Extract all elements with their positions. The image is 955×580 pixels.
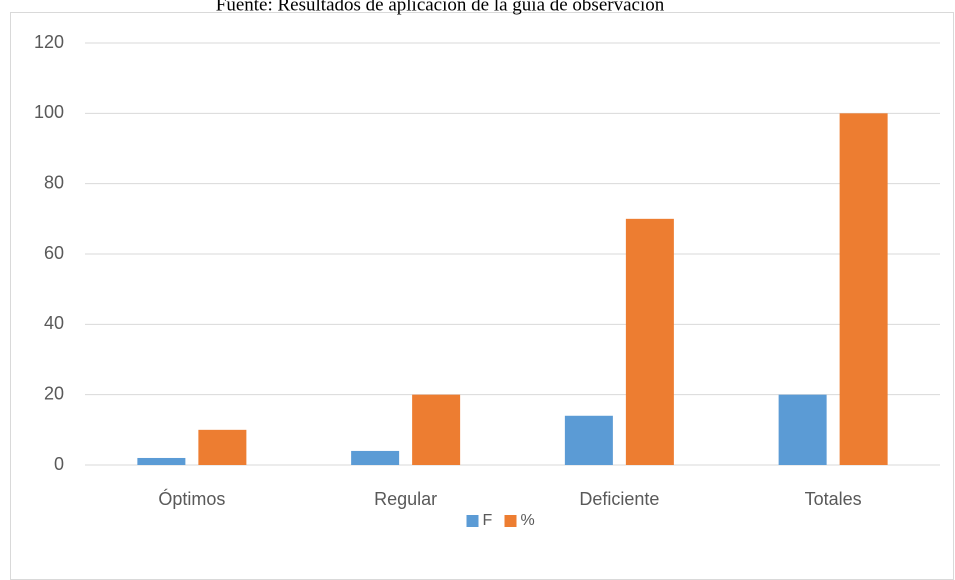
y-tick-label: 60	[44, 243, 64, 263]
legend-label: F	[483, 512, 493, 529]
x-tick-label: Óptimos	[158, 488, 225, 509]
bar	[564, 415, 613, 465]
caption: Fuente: Resultados de aplicación de la g…	[216, 0, 665, 15]
y-tick-label: 100	[34, 102, 64, 122]
bar	[625, 218, 674, 465]
y-tick-label: 20	[44, 383, 64, 403]
y-tick-label: 0	[54, 454, 64, 474]
x-tick-label: Regular	[374, 489, 437, 509]
bar	[137, 457, 186, 465]
y-tick-label: 120	[34, 32, 64, 52]
bar	[778, 394, 827, 465]
bar	[351, 450, 400, 465]
legend-swatch	[466, 515, 479, 527]
y-tick-label: 80	[44, 172, 64, 192]
caption-backdrop	[120, 0, 760, 12]
bar	[839, 113, 888, 465]
bar	[198, 429, 247, 465]
y-tick-label: 40	[44, 313, 64, 333]
bar	[412, 394, 461, 465]
x-tick-label: Deficiente	[579, 489, 659, 509]
legend-label: %	[521, 512, 535, 529]
legend-swatch	[504, 515, 517, 527]
chart-frame	[10, 12, 954, 580]
x-tick-label: Totales	[805, 489, 862, 509]
